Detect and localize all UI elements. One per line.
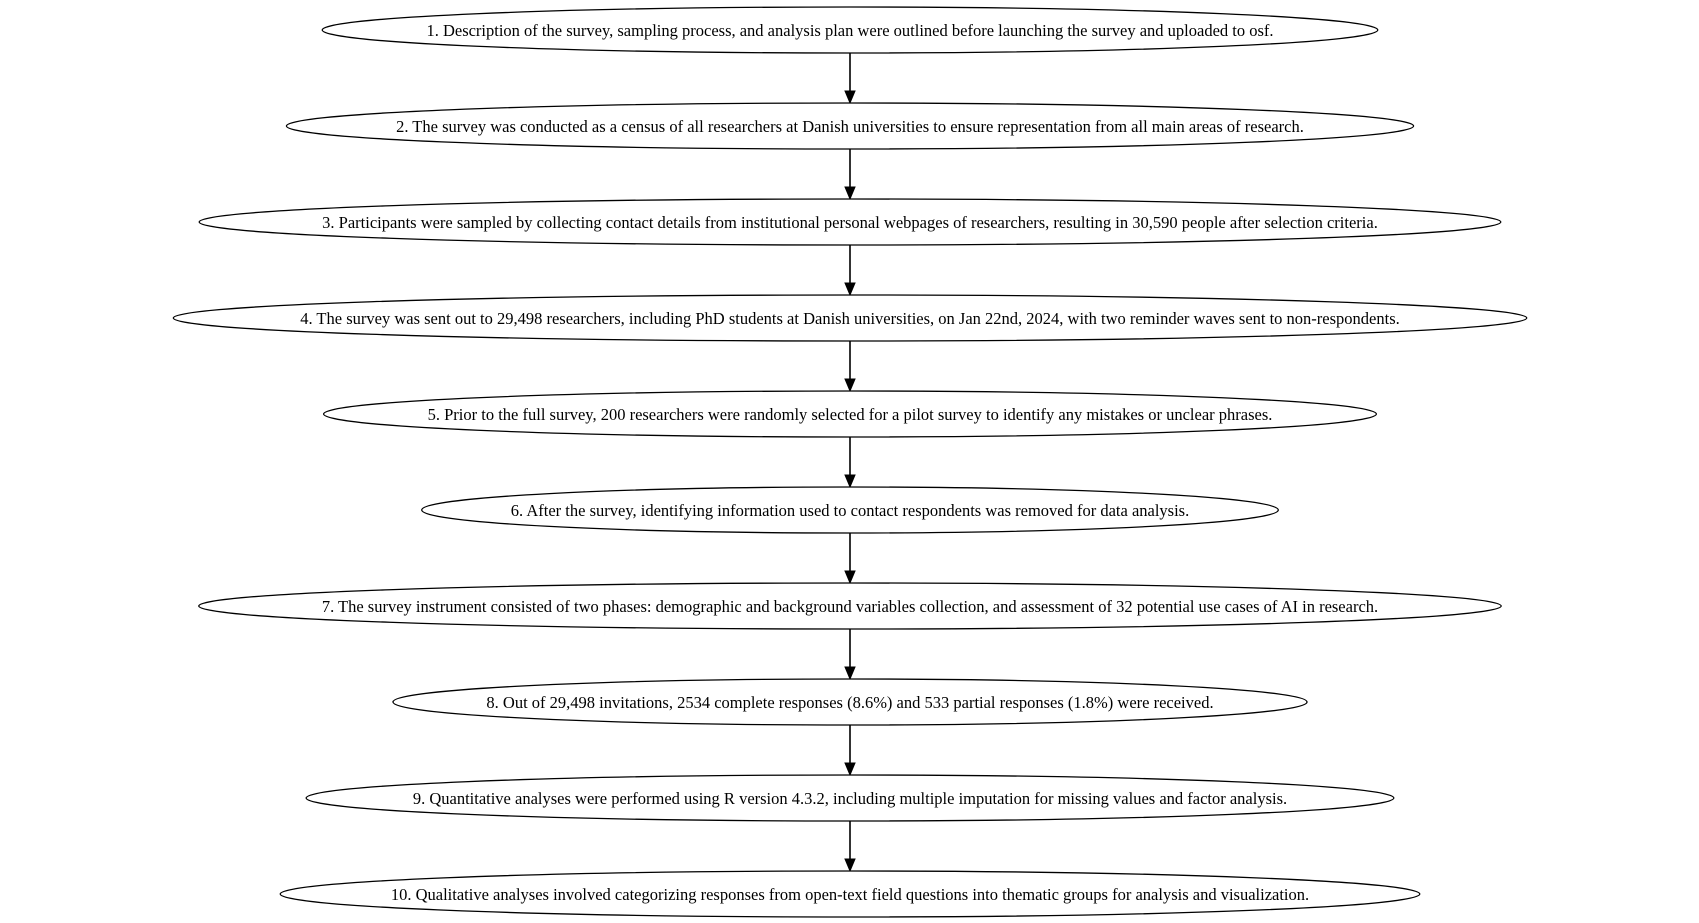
flow-step-ellipse	[421, 486, 1279, 534]
flow-step-label: 4. The survey was sent out to 29,498 res…	[300, 309, 1400, 328]
flow-arrow-head	[844, 90, 856, 105]
flow-step-node: 9. Quantitative analyses were performed …	[305, 774, 1395, 822]
flow-step-node: 1. Description of the survey, sampling p…	[321, 6, 1379, 54]
flow-step-label: 6. After the survey, identifying informa…	[511, 501, 1189, 520]
edges-layer	[844, 53, 856, 873]
flow-step-label: 5. Prior to the full survey, 200 researc…	[428, 405, 1273, 424]
flow-step-ellipse	[198, 198, 1502, 246]
flow-step-node: 6. After the survey, identifying informa…	[421, 486, 1279, 534]
flow-step-node: 4. The survey was sent out to 29,498 res…	[172, 294, 1528, 342]
flow-step-label: 10. Qualitative analyses involved catego…	[391, 885, 1309, 904]
flow-step-ellipse	[198, 582, 1502, 630]
flow-step-ellipse	[322, 390, 1378, 438]
flow-arrow-head	[844, 378, 856, 393]
flow-step-label: 9. Quantitative analyses were performed …	[413, 789, 1287, 808]
flow-arrow-head	[844, 666, 856, 681]
flow-step-ellipse	[285, 102, 1415, 150]
flow-step-label: 7. The survey instrument consisted of tw…	[322, 597, 1378, 616]
flow-step-ellipse	[279, 870, 1421, 918]
flow-arrow-head	[844, 570, 856, 585]
flow-step-label: 1. Description of the survey, sampling p…	[426, 21, 1273, 40]
flow-step-node: 7. The survey instrument consisted of tw…	[198, 582, 1502, 630]
flow-step-ellipse	[392, 678, 1308, 726]
flow-step-ellipse	[172, 294, 1528, 342]
flow-step-node: 2. The survey was conducted as a census …	[285, 102, 1415, 150]
flow-arrow-head	[844, 186, 856, 201]
flow-step-node: 3. Participants were sampled by collecti…	[198, 198, 1502, 246]
flow-step-node: 10. Qualitative analyses involved catego…	[279, 870, 1421, 918]
flow-step-label: 8. Out of 29,498 invitations, 2534 compl…	[486, 693, 1213, 712]
flow-step-ellipse	[305, 774, 1395, 822]
flow-arrow-head	[844, 762, 856, 777]
flow-arrow-head	[844, 282, 856, 297]
flow-step-ellipse	[321, 6, 1379, 54]
flow-step-label: 3. Participants were sampled by collecti…	[322, 213, 1378, 232]
flow-step-label: 2. The survey was conducted as a census …	[396, 117, 1304, 136]
nodes-layer: 1. Description of the survey, sampling p…	[172, 6, 1528, 918]
flow-step-node: 5. Prior to the full survey, 200 researc…	[322, 390, 1378, 438]
flow-arrow-head	[844, 858, 856, 873]
flow-arrow-head	[844, 474, 856, 489]
flow-step-node: 8. Out of 29,498 invitations, 2534 compl…	[392, 678, 1308, 726]
